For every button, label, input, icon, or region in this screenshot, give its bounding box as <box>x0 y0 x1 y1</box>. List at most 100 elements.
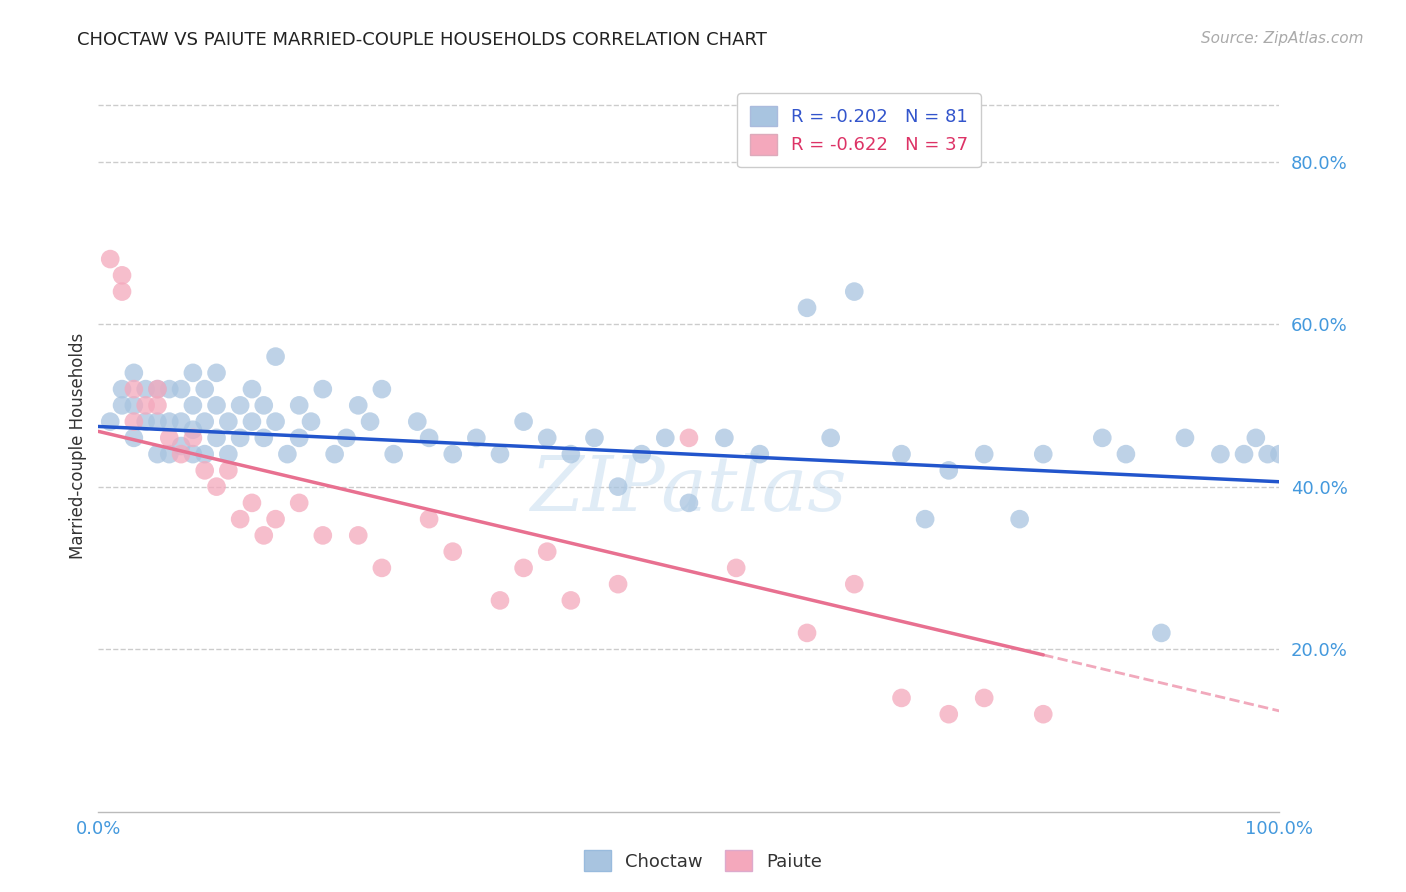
Point <box>111 268 134 283</box>
Point <box>170 382 193 396</box>
Point <box>194 382 217 396</box>
Point <box>938 463 960 477</box>
Y-axis label: Married-couple Households: Married-couple Households <box>69 333 87 559</box>
Point <box>181 423 204 437</box>
Point <box>583 431 606 445</box>
Point <box>264 415 287 429</box>
Point <box>240 382 263 396</box>
Point <box>170 439 193 453</box>
Legend: R = -0.202   N = 81, R = -0.622   N = 37: R = -0.202 N = 81, R = -0.622 N = 37 <box>737 93 981 167</box>
Point <box>1244 431 1267 445</box>
Point <box>288 496 311 510</box>
Point <box>146 447 169 461</box>
Point <box>536 544 558 558</box>
Point <box>240 415 263 429</box>
Point <box>253 398 276 412</box>
Point <box>146 382 169 396</box>
Point <box>560 593 582 607</box>
Point <box>1233 447 1256 461</box>
Point <box>217 415 239 429</box>
Text: CHOCTAW VS PAIUTE MARRIED-COUPLE HOUSEHOLDS CORRELATION CHART: CHOCTAW VS PAIUTE MARRIED-COUPLE HOUSEHO… <box>77 31 768 49</box>
Point <box>122 366 145 380</box>
Point <box>441 544 464 558</box>
Point <box>98 415 121 429</box>
Point <box>146 415 169 429</box>
Point <box>347 398 370 412</box>
Point <box>205 366 228 380</box>
Point <box>678 431 700 445</box>
Point <box>1032 447 1054 461</box>
Point <box>122 415 145 429</box>
Point <box>170 447 193 461</box>
Point <box>264 350 287 364</box>
Point <box>181 398 204 412</box>
Point <box>1174 431 1197 445</box>
Point <box>288 431 311 445</box>
Point <box>607 480 630 494</box>
Point <box>820 431 842 445</box>
Point <box>146 382 169 396</box>
Point <box>312 382 335 396</box>
Text: ZIPatlas: ZIPatlas <box>530 453 848 527</box>
Text: Source: ZipAtlas.com: Source: ZipAtlas.com <box>1201 31 1364 46</box>
Point <box>122 431 145 445</box>
Point <box>181 431 204 445</box>
Point <box>335 431 357 445</box>
Point <box>205 398 228 412</box>
Point <box>406 415 429 429</box>
Point <box>253 431 276 445</box>
Point <box>938 707 960 722</box>
Legend: Choctaw, Paiute: Choctaw, Paiute <box>576 843 830 879</box>
Point <box>194 463 217 477</box>
Point <box>170 415 193 429</box>
Point <box>157 447 180 461</box>
Point <box>796 301 818 315</box>
Point <box>229 398 252 412</box>
Point <box>1209 447 1232 461</box>
Point <box>748 447 770 461</box>
Point <box>1257 447 1279 461</box>
Point <box>146 398 169 412</box>
Point <box>1115 447 1137 461</box>
Point <box>630 447 652 461</box>
Point <box>157 415 180 429</box>
Point <box>264 512 287 526</box>
Point <box>229 431 252 445</box>
Point <box>489 593 512 607</box>
Point <box>194 415 217 429</box>
Point <box>536 431 558 445</box>
Point <box>217 463 239 477</box>
Point <box>312 528 335 542</box>
Point <box>111 285 134 299</box>
Point <box>122 382 145 396</box>
Point <box>382 447 405 461</box>
Point <box>607 577 630 591</box>
Point <box>489 447 512 461</box>
Point <box>122 398 145 412</box>
Point <box>217 447 239 461</box>
Point <box>890 690 912 705</box>
Point <box>973 690 995 705</box>
Point <box>1268 447 1291 461</box>
Point <box>844 285 866 299</box>
Point <box>973 447 995 461</box>
Point <box>323 447 346 461</box>
Point <box>181 366 204 380</box>
Point <box>229 512 252 526</box>
Point <box>371 382 394 396</box>
Point <box>1150 626 1173 640</box>
Point <box>111 398 134 412</box>
Point <box>1091 431 1114 445</box>
Point <box>371 561 394 575</box>
Point <box>299 415 322 429</box>
Point <box>253 528 276 542</box>
Point <box>418 431 440 445</box>
Point <box>512 415 534 429</box>
Point <box>157 382 180 396</box>
Point <box>654 431 676 445</box>
Point <box>347 528 370 542</box>
Point <box>844 577 866 591</box>
Point <box>205 431 228 445</box>
Point <box>678 496 700 510</box>
Point <box>359 415 381 429</box>
